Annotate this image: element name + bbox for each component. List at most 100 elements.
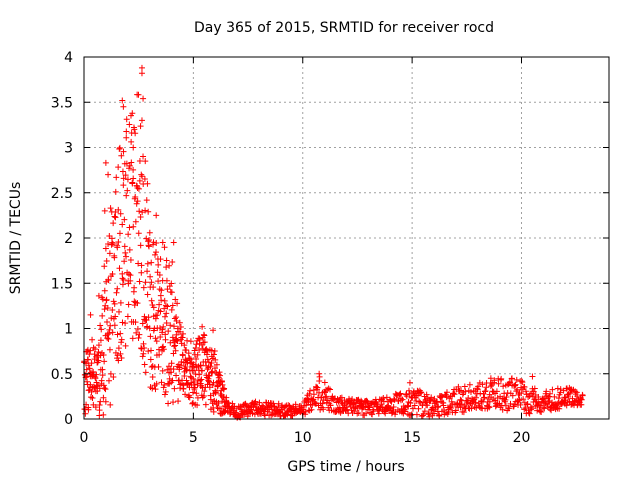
data-point xyxy=(185,350,192,357)
data-point xyxy=(123,160,130,167)
data-point xyxy=(173,337,180,344)
data-point xyxy=(172,296,179,303)
data-point xyxy=(141,361,148,368)
data-point xyxy=(92,346,99,353)
data-point xyxy=(95,342,102,349)
data-point xyxy=(402,408,409,415)
data-point xyxy=(212,388,219,395)
data-point xyxy=(194,351,201,358)
data-point xyxy=(163,257,170,264)
data-point xyxy=(413,411,420,418)
data-point xyxy=(375,410,382,417)
data-point xyxy=(105,171,112,178)
y-tick-label: 4 xyxy=(64,50,73,66)
data-point xyxy=(164,303,171,310)
data-point xyxy=(192,344,199,351)
chart-title: Day 365 of 2015, SRMTID for receiver roc… xyxy=(194,20,494,36)
data-point xyxy=(157,256,164,263)
data-point xyxy=(161,305,168,312)
data-point xyxy=(135,91,142,98)
data-point xyxy=(147,273,154,280)
data-point xyxy=(321,379,328,386)
data-point xyxy=(114,285,121,292)
data-point xyxy=(468,405,475,412)
data-point xyxy=(292,401,299,408)
data-point xyxy=(104,335,111,342)
data-point xyxy=(114,244,121,251)
data-point xyxy=(136,177,143,184)
data-point xyxy=(248,406,255,413)
data-point xyxy=(119,319,126,326)
data-point xyxy=(363,410,370,417)
data-point xyxy=(472,399,479,406)
data-point xyxy=(184,380,191,387)
data-point xyxy=(183,347,190,354)
data-point xyxy=(110,220,117,227)
data-point xyxy=(126,121,133,128)
data-point xyxy=(117,330,124,337)
data-point xyxy=(256,399,263,406)
data-point xyxy=(117,299,124,306)
data-point xyxy=(107,370,114,377)
data-point xyxy=(191,378,198,385)
data-point xyxy=(577,396,584,403)
data-point xyxy=(405,387,412,394)
data-point xyxy=(509,392,516,399)
data-point xyxy=(144,260,151,267)
data-point xyxy=(208,359,215,366)
data-point xyxy=(138,269,145,276)
data-point xyxy=(138,262,145,269)
data-point xyxy=(131,126,138,133)
data-point xyxy=(307,387,314,394)
data-point xyxy=(364,398,371,405)
y-tick-label: 1.5 xyxy=(51,276,73,292)
data-point xyxy=(125,231,132,238)
data-point xyxy=(202,401,209,408)
data-point xyxy=(528,405,535,412)
data-point xyxy=(308,406,315,413)
data-point xyxy=(513,388,520,395)
data-point xyxy=(113,289,120,296)
data-point xyxy=(146,229,153,236)
data-point xyxy=(92,375,99,382)
data-point xyxy=(547,390,554,397)
data-point xyxy=(177,324,184,331)
data-point xyxy=(88,360,95,367)
data-point xyxy=(165,328,172,335)
data-point xyxy=(170,399,177,406)
data-point xyxy=(197,362,204,369)
data-point xyxy=(161,244,168,251)
data-point xyxy=(175,398,182,405)
data-point xyxy=(578,396,585,403)
data-point xyxy=(100,351,107,358)
data-point xyxy=(387,397,394,404)
data-point xyxy=(513,376,520,383)
data-point xyxy=(111,213,118,220)
data-point xyxy=(87,347,94,354)
data-point xyxy=(187,356,194,363)
data-point xyxy=(121,258,128,265)
data-point xyxy=(156,351,163,358)
data-point xyxy=(104,305,111,312)
data-point xyxy=(110,373,117,380)
data-point xyxy=(141,344,148,351)
data-point xyxy=(327,402,334,409)
data-point xyxy=(144,268,151,275)
data-point xyxy=(160,343,167,350)
data-point xyxy=(121,243,128,250)
data-point xyxy=(97,398,104,405)
data-point xyxy=(120,148,127,155)
data-point xyxy=(150,284,157,291)
data-point xyxy=(421,408,428,415)
data-point xyxy=(521,384,528,391)
data-point xyxy=(423,391,430,398)
data-point xyxy=(141,175,148,182)
data-point xyxy=(95,357,102,364)
data-point xyxy=(310,396,317,403)
data-point xyxy=(140,153,147,160)
data-point xyxy=(535,393,542,400)
data-point xyxy=(522,388,529,395)
data-point xyxy=(86,365,93,372)
x-tick-label: 20 xyxy=(513,430,531,446)
data-point xyxy=(215,400,222,407)
